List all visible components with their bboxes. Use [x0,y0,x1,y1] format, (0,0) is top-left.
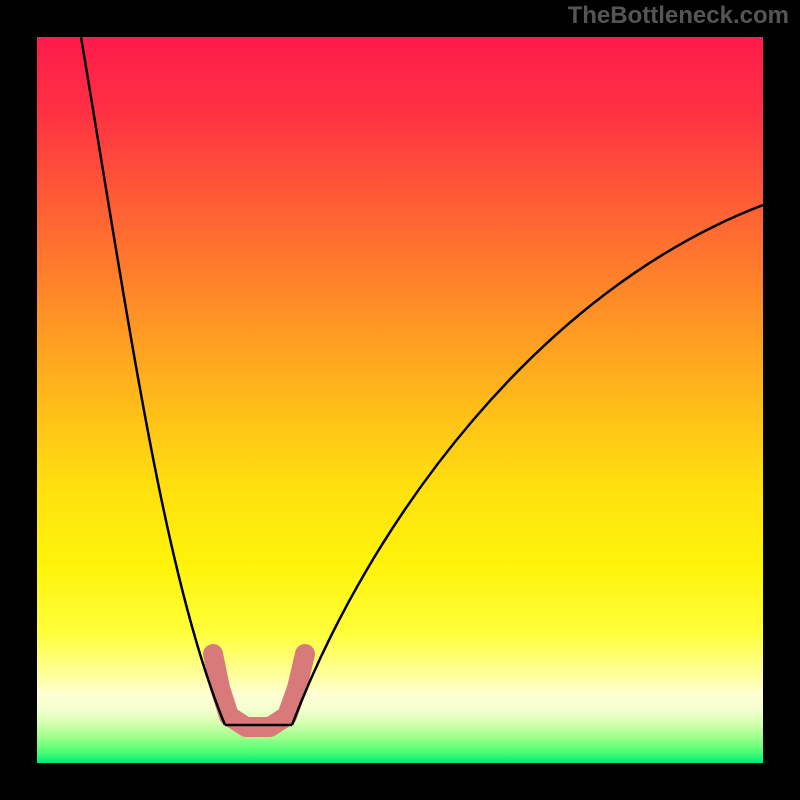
background-gradient [37,37,763,763]
plot-area [37,37,763,763]
chart-container: TheBottleneck.com [0,0,800,800]
watermark-text: TheBottleneck.com [568,2,789,30]
